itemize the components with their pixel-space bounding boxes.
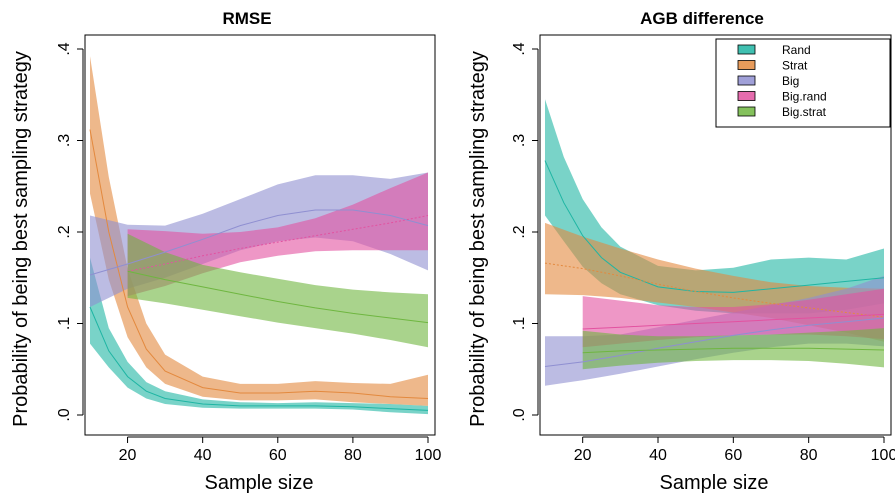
agb-x-tick-label: 60 xyxy=(724,447,742,464)
agb-line-big-strat xyxy=(582,347,885,354)
rmse-x-axis-label: Sample size xyxy=(205,472,314,494)
rmse-y-axis-label: Probability of being best sampling strat… xyxy=(10,51,32,427)
rmse-plot-frame xyxy=(84,34,436,436)
agb-y-tick-label: .2 xyxy=(511,225,528,238)
agb-y-axis-label: Probability of being best sampling strat… xyxy=(467,51,489,427)
legend-swatch-big-strat xyxy=(737,106,756,117)
agb-difference-panel: AGB difference Probability of being best… xyxy=(467,9,895,494)
legend-label-strat: Strat xyxy=(782,59,808,73)
agb-line-big-rand xyxy=(582,313,885,330)
rmse-line-big-strat xyxy=(127,270,429,324)
rmse-mean-lines xyxy=(89,129,429,411)
rmse-band-big-strat xyxy=(127,233,428,348)
rmse-x-tick-label: 100 xyxy=(415,447,442,464)
agb-line-strat xyxy=(544,262,885,318)
agb-x-tick-label: 100 xyxy=(871,447,895,464)
legend-swatch-strat xyxy=(737,60,756,70)
rmse-bands xyxy=(90,56,428,415)
rmse-line-strat xyxy=(89,129,429,399)
agb-mean-lines xyxy=(544,160,885,367)
agb-x-ticks: 20 40 60 80 100 xyxy=(574,436,895,464)
agb-plot-frame xyxy=(539,34,892,436)
rmse-y-tick-label: .1 xyxy=(56,317,73,330)
agb-y-tick-label: .3 xyxy=(511,134,528,147)
agb-y-tick-label: .0 xyxy=(511,408,528,421)
agb-line-big xyxy=(544,317,885,367)
agb-y-tick-label: .1 xyxy=(511,317,528,330)
rmse-y-tick-label: .3 xyxy=(56,134,73,147)
rmse-x-tick-label: 20 xyxy=(119,447,137,464)
agb-x-tick-label: 80 xyxy=(800,447,818,464)
rmse-y-tick-label: .0 xyxy=(56,408,73,421)
rmse-line-big-rand xyxy=(127,215,429,272)
rmse-y-tick-label: .2 xyxy=(56,225,73,238)
rmse-line-big xyxy=(89,209,429,276)
legend-label-big: Big xyxy=(782,74,799,88)
rmse-x-tick-label: 40 xyxy=(194,447,212,464)
agb-x-tick-label: 40 xyxy=(649,447,667,464)
agb-line-rand xyxy=(544,160,885,293)
rmse-y-ticks: .0 .1 .2 .3 .4 xyxy=(56,42,84,422)
legend-label-rand: Rand xyxy=(782,43,811,57)
agb-x-axis-label: Sample size xyxy=(660,472,769,494)
legend-swatch-rand xyxy=(737,44,756,55)
rmse-panel: RMSE Probability of being best sampling … xyxy=(10,9,441,494)
legend-swatch-big xyxy=(737,75,756,86)
agb-bands xyxy=(545,99,884,386)
agb-y-tick-label: .4 xyxy=(511,42,528,55)
legend-swatch-big-rand xyxy=(737,91,756,101)
rmse-line-rand xyxy=(89,306,429,411)
rmse-title: RMSE xyxy=(222,9,271,28)
rmse-x-tick-label: 80 xyxy=(344,447,362,464)
agb-y-ticks: .0 .1 .2 .3 .4 xyxy=(511,42,539,422)
rmse-y-tick-label: .4 xyxy=(56,42,73,55)
agb-difference-title: AGB difference xyxy=(640,9,764,28)
rmse-x-tick-label: 60 xyxy=(269,447,287,464)
rmse-x-ticks: 20 40 60 80 100 xyxy=(119,436,442,464)
agb-x-tick-label: 20 xyxy=(574,447,592,464)
legend-label-big-strat: Big.strat xyxy=(782,105,827,119)
legend-label-big-rand: Big.rand xyxy=(782,90,827,104)
